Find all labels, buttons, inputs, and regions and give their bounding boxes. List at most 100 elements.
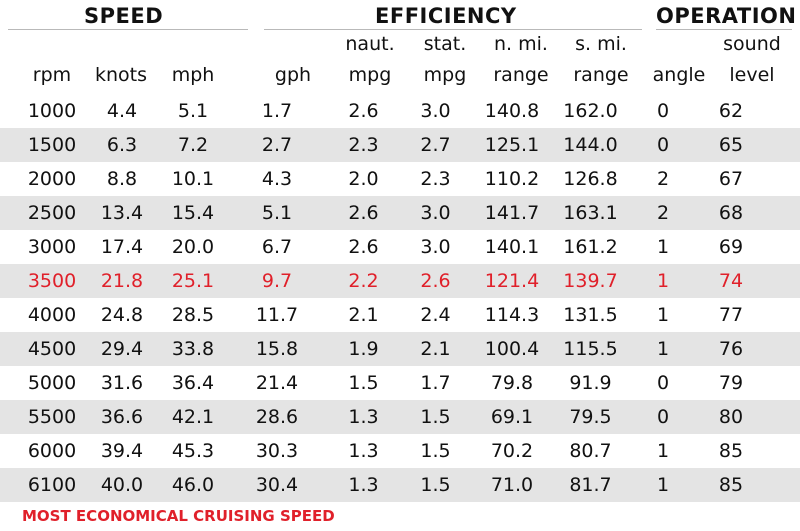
- cell-sound-level: 67: [718, 168, 744, 190]
- table-row: 6100 40.0 46.0 30.4 1.3 1.5 71.0 81.7 1 85: [0, 468, 800, 502]
- cell-naut-mpg: 1.3: [328, 468, 399, 502]
- cell-naut-mpg: 2.3: [328, 128, 399, 162]
- cell-knots: 4.4: [106, 100, 138, 122]
- table-row: 3000 17.4 20.0 6.7 2.6 3.0 140.1 161.2 1 69: [0, 230, 800, 264]
- cell-mph: 10.1: [171, 168, 215, 190]
- row-pad-left: [0, 94, 20, 128]
- cell-sound-level: 77: [718, 304, 744, 326]
- cell-gph: 21.4: [255, 372, 299, 394]
- cell-knots: 31.6: [100, 372, 144, 394]
- cell-mph: 36.4: [171, 372, 215, 394]
- cell-naut-mpg: 1.3: [328, 400, 399, 434]
- cell-mph: 28.5: [171, 304, 215, 326]
- cell-sound-level: 68: [697, 196, 765, 230]
- cell-nmi-range: 140.8: [484, 100, 540, 122]
- data-table: 1000 4.4 5.1 1.7 2.6 3.0 140.8 162.0 0 62 1500 6.3 7…: [0, 94, 800, 502]
- cell-stat-mpg: 3.0: [420, 100, 451, 122]
- cell-gph: 2.7: [226, 128, 328, 162]
- table-row: 5500 36.6 42.1 28.6 1.3 1.5 69.1 79.5 0 80: [0, 400, 800, 434]
- table-row: 2500 13.4 15.4 5.1 2.6 3.0 141.7 163.1 2 68: [0, 196, 800, 230]
- cell-knots: 40.0: [84, 468, 160, 502]
- cell-rpm: 4000: [27, 304, 77, 326]
- cell-smi-range: 162.0: [563, 100, 618, 122]
- cell-smi-range: 144.0: [552, 128, 629, 162]
- cell-smi-range: 80.7: [569, 440, 612, 462]
- group-title-operation: OPERATION: [656, 4, 797, 28]
- row-pad-left: [0, 196, 20, 230]
- cell-mph: 20.0: [171, 236, 215, 258]
- cell-angle: 2: [629, 196, 697, 230]
- cell-stat-mpg: 2.7: [399, 128, 472, 162]
- cell-sound-level: 85: [718, 440, 744, 462]
- table-row: 1000 4.4 5.1 1.7 2.6 3.0 140.8 162.0 0 62: [0, 94, 800, 128]
- cell-smi-range: 79.5: [552, 400, 629, 434]
- cell-angle: 1: [656, 440, 670, 462]
- cell-gph: 30.3: [255, 440, 299, 462]
- cell-angle: 1: [656, 304, 670, 326]
- cell-smi-range: 139.7: [552, 264, 629, 298]
- col-header-7: range: [573, 64, 629, 86]
- cell-stat-mpg: 2.1: [399, 332, 472, 366]
- cell-naut-mpg: 2.2: [328, 264, 399, 298]
- row-pad-right: [765, 332, 800, 366]
- cell-angle: 0: [629, 128, 697, 162]
- col-header-9: level: [729, 64, 775, 86]
- col-header-8: angle: [652, 64, 706, 86]
- cell-nmi-range: 114.3: [484, 304, 540, 326]
- col-header-2: mph: [171, 64, 215, 86]
- cell-nmi-range: 79.8: [490, 372, 534, 394]
- row-pad-right: [765, 400, 800, 434]
- table-row: 1500 6.3 7.2 2.7 2.3 2.7 125.1 144.0 0 65: [0, 128, 800, 162]
- cell-angle: 2: [656, 168, 670, 190]
- row-pad-left: [0, 264, 20, 298]
- cell-gph: 4.3: [261, 168, 293, 190]
- cell-naut-mpg: 2.0: [348, 168, 379, 190]
- cell-gph: 15.8: [226, 332, 328, 366]
- row-pad-left: [0, 434, 20, 468]
- cell-rpm: 1000: [27, 100, 77, 122]
- col-header-top-7: s. mi.: [575, 33, 627, 55]
- cell-sound-level: 65: [697, 128, 765, 162]
- cell-rpm: 3500: [20, 264, 84, 298]
- cell-nmi-range: 100.4: [472, 332, 552, 366]
- cell-sound-level: 79: [718, 372, 744, 394]
- table-row: 2000 8.8 10.1 4.3 2.0 2.3 110.2 126.8 2 67: [0, 162, 800, 196]
- cell-stat-mpg: 1.5: [420, 440, 451, 462]
- cell-mph: 33.8: [160, 332, 226, 366]
- cell-rpm: 3000: [27, 236, 77, 258]
- cell-mph: 15.4: [160, 196, 226, 230]
- cell-knots: 13.4: [84, 196, 160, 230]
- cell-naut-mpg: 2.1: [348, 304, 379, 326]
- cell-rpm: 6100: [20, 468, 84, 502]
- cell-knots: 36.6: [84, 400, 160, 434]
- cell-sound-level: 85: [697, 468, 765, 502]
- cell-mph: 5.1: [177, 100, 209, 122]
- cell-angle: 1: [629, 332, 697, 366]
- table-row: 6000 39.4 45.3 30.3 1.3 1.5 70.2 80.7 1 85: [0, 434, 800, 468]
- row-pad-right: [765, 94, 800, 128]
- row-pad-left: [0, 230, 20, 264]
- cell-stat-mpg: 2.6: [399, 264, 472, 298]
- cell-sound-level: 69: [718, 236, 744, 258]
- cell-rpm: 2500: [20, 196, 84, 230]
- cell-rpm: 5000: [27, 372, 77, 394]
- cell-mph: 25.1: [160, 264, 226, 298]
- row-pad-left: [0, 400, 20, 434]
- col-header-0: rpm: [32, 64, 72, 86]
- cell-angle: 0: [656, 372, 670, 394]
- cell-knots: 29.4: [84, 332, 160, 366]
- cell-knots: 8.8: [106, 168, 138, 190]
- cell-gph: 5.1: [226, 196, 328, 230]
- cell-angle: 1: [629, 468, 697, 502]
- cell-nmi-range: 141.7: [472, 196, 552, 230]
- cell-stat-mpg: 1.5: [399, 400, 472, 434]
- row-pad-left: [0, 162, 20, 196]
- table-row: 4500 29.4 33.8 15.8 1.9 2.1 100.4 115.5 1 76: [0, 332, 800, 366]
- cell-rpm: 4500: [20, 332, 84, 366]
- col-header-top-4: naut.: [345, 33, 395, 55]
- group-rule-efficiency: [264, 29, 642, 30]
- col-header-top-6: n. mi.: [494, 33, 548, 55]
- cell-gph: 30.4: [226, 468, 328, 502]
- col-header-1: knots: [94, 64, 148, 86]
- cell-naut-mpg: 1.3: [348, 440, 379, 462]
